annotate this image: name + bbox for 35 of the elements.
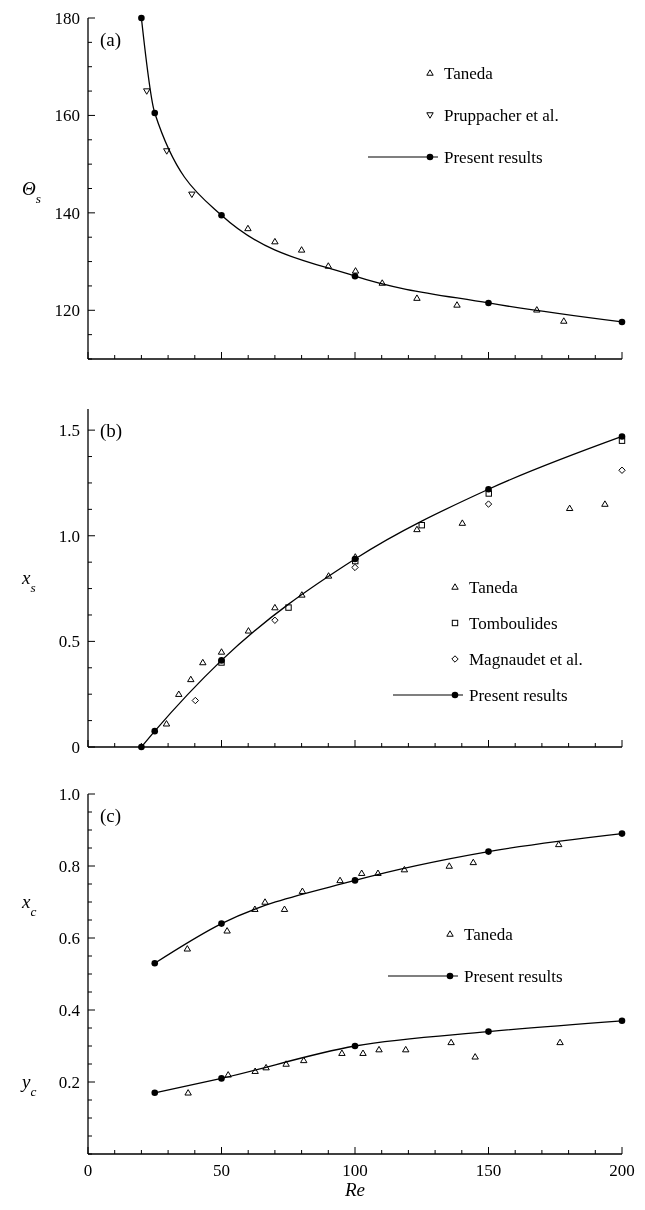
- text: (b): [100, 420, 123, 442]
- legend-label: Taneda: [444, 64, 494, 83]
- legend-label: Present results: [464, 967, 563, 986]
- text: (c): [100, 805, 122, 827]
- y-tick-label: 140: [54, 203, 80, 223]
- y-tick-label: 160: [54, 106, 80, 126]
- x-tick-label: 150: [475, 1161, 502, 1180]
- text: y$_{c}$: [20, 1071, 37, 1099]
- legend-label: Tomboulides: [469, 614, 558, 633]
- y-tick-label: 0.2: [58, 1073, 80, 1092]
- y-tick-label: 0.8: [58, 857, 80, 876]
- legend-label: Present results: [469, 686, 568, 705]
- y-axis-title: Θ$_{s}$: [22, 177, 41, 205]
- x-tick-label: 0: [83, 1161, 93, 1180]
- y-tick-label: 0.5: [58, 632, 80, 652]
- text: x$_{c}$: [21, 891, 37, 919]
- x-tick-label: 200: [609, 1161, 635, 1180]
- x-axis-title: Re: [343, 1179, 366, 1200]
- legend-label: Pruppacher et al.: [444, 106, 559, 125]
- y-tick-label: 1.0: [58, 526, 80, 546]
- y-tick-label: 1.0: [58, 785, 80, 804]
- legend-label: Present results: [444, 148, 543, 167]
- y-tick-label: 180: [54, 9, 80, 28]
- y-tick-label: 0: [71, 738, 80, 757]
- y-tick-label: 1.5: [58, 421, 80, 441]
- y-tick-label: 0.4: [58, 1001, 81, 1020]
- legend-label: Magnaudet et al.: [469, 650, 583, 669]
- legend-label: Taneda: [464, 925, 514, 944]
- legend-label: Taneda: [469, 578, 519, 597]
- x-tick-label: 50: [213, 1161, 230, 1180]
- y-axis-title: x$_{s}$: [21, 567, 36, 595]
- y-tick-label: 0.6: [58, 929, 80, 948]
- y-tick-label: 120: [54, 301, 80, 321]
- x-tick-label: 100: [342, 1161, 368, 1180]
- text: (a): [100, 29, 122, 51]
